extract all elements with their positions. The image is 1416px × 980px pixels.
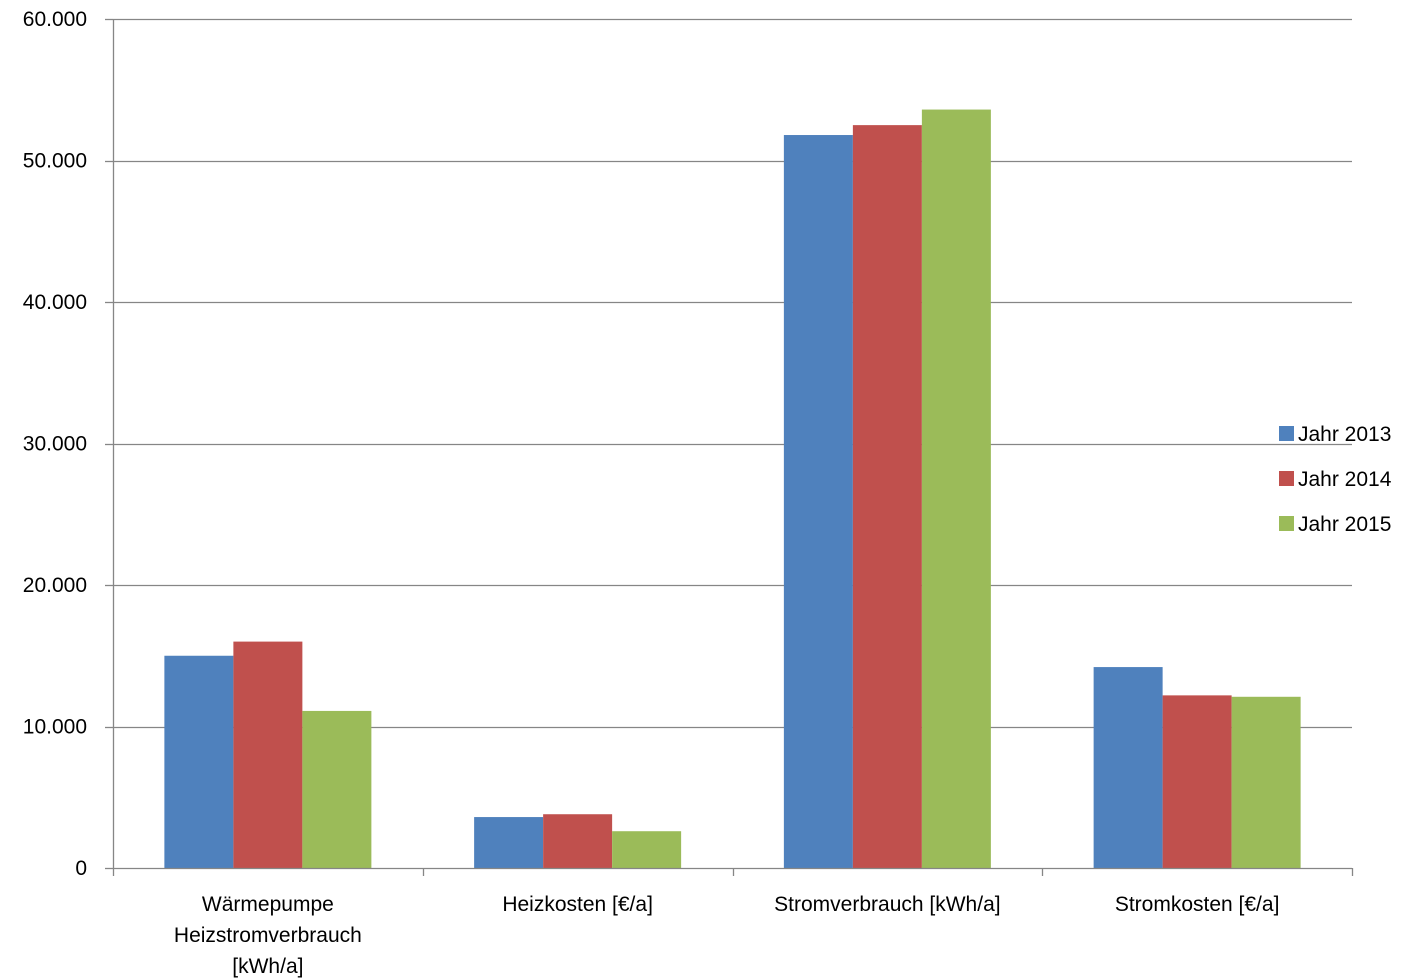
legend-label: Jahr 2015 bbox=[1298, 513, 1391, 536]
bar bbox=[783, 135, 853, 868]
legend-swatch bbox=[1279, 516, 1294, 531]
legend-swatch bbox=[1279, 426, 1294, 441]
bar bbox=[1162, 695, 1232, 868]
gridlines bbox=[113, 18, 1352, 729]
x-category-label: Heizkosten [€/a] bbox=[502, 893, 653, 916]
x-category-label-line: [kWh/a] bbox=[232, 955, 303, 978]
x-category-label: Stromverbrauch [kWh/a] bbox=[774, 893, 1000, 916]
x-category-label: Stromkosten [€/a] bbox=[1115, 893, 1280, 916]
bar bbox=[302, 710, 372, 868]
bar bbox=[164, 655, 234, 868]
y-tick-label: 40.000 bbox=[23, 291, 87, 314]
y-tick-label: 10.000 bbox=[23, 716, 87, 739]
bars bbox=[164, 109, 1301, 868]
x-category-label-line: Heizstromverbrauch bbox=[174, 924, 362, 947]
y-tick-label: 60.000 bbox=[23, 8, 87, 31]
y-tick-label: 0 bbox=[75, 857, 87, 880]
y-tick-label: 30.000 bbox=[23, 433, 87, 456]
legend: Jahr 2013 Jahr 2014 Jahr 2015 bbox=[1279, 423, 1392, 536]
bar bbox=[1231, 696, 1301, 868]
bar bbox=[921, 109, 991, 868]
x-category-label-line: Wärmepumpe bbox=[202, 893, 334, 916]
axes bbox=[105, 18, 1354, 876]
legend-label: Jahr 2014 bbox=[1298, 468, 1392, 491]
x-category-label-line: Stromkosten [€/a] bbox=[1115, 893, 1280, 916]
x-category-labels: Wärmepumpe Heizstromverbrauch [kWh/a] Heizk… bbox=[174, 893, 1279, 978]
bar bbox=[233, 641, 303, 868]
legend-label: Jahr 2013 bbox=[1298, 423, 1391, 446]
legend-swatch bbox=[1279, 471, 1294, 486]
y-tick-labels: 0 10.000 20.000 30.000 40.000 50.000 60.000 bbox=[23, 8, 87, 880]
bar bbox=[1093, 667, 1163, 868]
y-tick-label: 50.000 bbox=[23, 150, 87, 173]
x-category-label-line: Heizkosten [€/a] bbox=[502, 893, 653, 916]
x-category-label: Wärmepumpe Heizstromverbrauch [kWh/a] bbox=[174, 893, 362, 978]
bar bbox=[852, 125, 922, 868]
bar bbox=[474, 817, 544, 868]
bar bbox=[612, 831, 682, 868]
bar bbox=[543, 814, 613, 868]
y-tick-label: 20.000 bbox=[23, 574, 87, 597]
x-category-label-line: Stromverbrauch [kWh/a] bbox=[774, 893, 1000, 916]
